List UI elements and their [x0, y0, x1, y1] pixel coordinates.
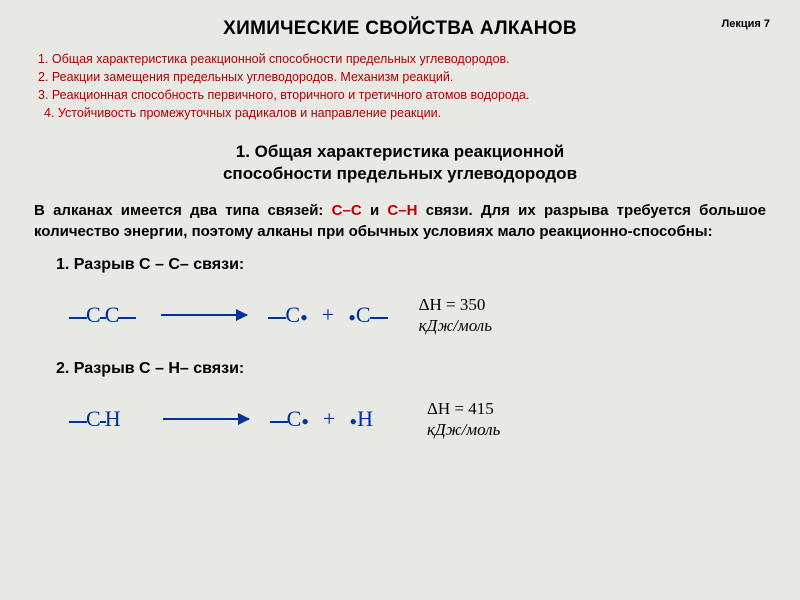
- carbon-atom: С: [287, 406, 302, 432]
- radical-dot: •: [349, 411, 357, 433]
- bond1-dH: ΔН = 350: [419, 295, 486, 314]
- radical-dot: •: [301, 411, 309, 433]
- outline-item-4: 4. Устойчивость промежуточных радикалов …: [38, 104, 762, 122]
- outline-item-3: 3. Реакционная способность первичного, в…: [38, 86, 762, 104]
- cc-bond-label: С–С: [332, 202, 362, 219]
- section-heading: 1. Общая характеристика реакционной спос…: [130, 141, 670, 187]
- bond1-product2: •С: [348, 302, 386, 329]
- bond2-product2: •Н: [349, 406, 373, 433]
- outline-item-2: 2. Реакции замещения предельных углеводо…: [38, 68, 762, 86]
- bond1-heading: 1. Разрыв С – С– связи:: [56, 256, 770, 274]
- para-text-1: В алканах имеется два типа связей:: [34, 202, 332, 219]
- plus-sign: +: [323, 406, 335, 432]
- carbon-atom: С: [86, 302, 101, 328]
- outline-item-1: 1. Общая характеристика реакционной спос…: [38, 50, 762, 68]
- bond2-energy: ΔН = 415 кДж/моль: [427, 398, 500, 441]
- carbon-atom: С: [105, 302, 120, 328]
- outline-list: 1. Общая характеристика реакционной спос…: [38, 50, 762, 123]
- section-heading-line1: 1. Общая характеристика реакционной: [236, 142, 565, 161]
- bond2-unit: кДж/моль: [427, 420, 500, 439]
- bond1-unit: кДж/моль: [419, 316, 492, 335]
- carbon-atom: С: [86, 406, 101, 432]
- bond2-dH: ΔН = 415: [427, 399, 494, 418]
- lecture-tag: Лекция 7: [722, 18, 770, 30]
- plus-sign: +: [322, 302, 334, 328]
- bond1-reactant: СС: [70, 302, 135, 328]
- para-text-2: и: [362, 202, 388, 219]
- arrow-icon: [163, 418, 249, 420]
- carbon-atom: С: [285, 302, 300, 328]
- section-heading-line2: способности предельных углеводородов: [223, 164, 577, 183]
- ch-bond-label: С–Н: [387, 202, 417, 219]
- bond2-product1: С•: [271, 406, 309, 433]
- radical-dot: •: [348, 307, 356, 329]
- bond2-heading: 2. Разрыв С – Н– связи:: [56, 360, 770, 378]
- hydrogen-atom: Н: [105, 406, 121, 431]
- arrow-icon: [161, 314, 247, 316]
- intro-paragraph: В алканах имеется два типа связей: С–С и…: [34, 200, 766, 242]
- bond2-reactant: СН: [70, 406, 121, 432]
- carbon-atom: С: [356, 302, 371, 328]
- radical-dot: •: [300, 307, 308, 329]
- bond1-energy: ΔН = 350 кДж/моль: [419, 294, 492, 337]
- hydrogen-atom: Н: [357, 406, 373, 431]
- bond1-product1: С•: [269, 302, 307, 329]
- page-title: ХИМИЧЕСКИЕ СВОЙСТВА АЛКАНОВ: [30, 18, 770, 40]
- bond1-reaction: СС С• + •С ΔН = 350 кДж/моль: [70, 276, 770, 354]
- bond2-reaction: СН С• + •Н ΔН = 415 кДж/моль: [70, 380, 770, 458]
